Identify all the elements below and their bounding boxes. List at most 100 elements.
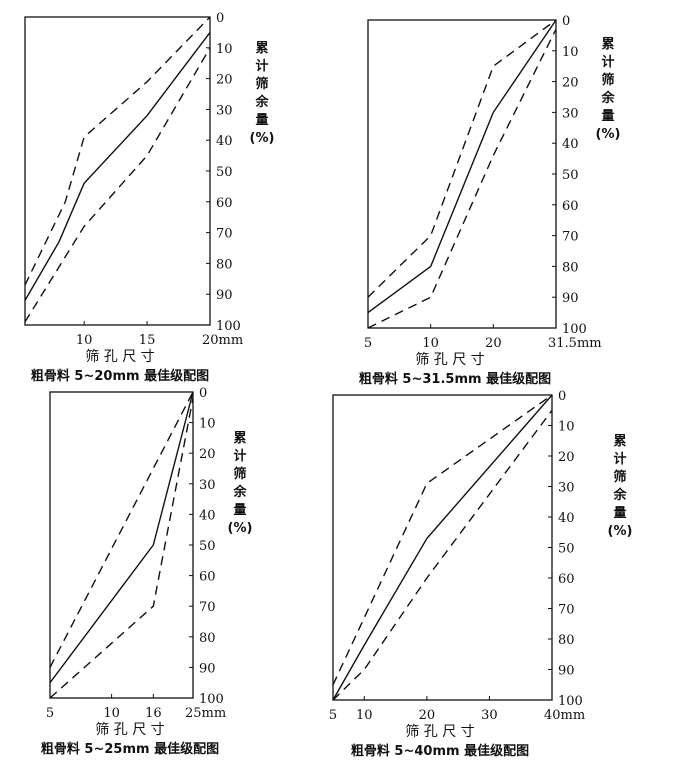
x-tick-label: 20 (485, 336, 502, 351)
y-axis-label-char: 余 (254, 94, 269, 110)
y-axis-label-char: 量 (233, 503, 246, 518)
y-tick-label: 0 (216, 11, 224, 26)
x-axis-label: 筛 孔 尺 寸 (415, 352, 484, 368)
y-axis-label-char: 计 (601, 54, 614, 70)
y-tick-label: 10 (199, 417, 216, 432)
y-axis-label-char: 计 (233, 448, 246, 464)
series-lower-limit (332, 409, 553, 701)
y-axis-label-char: (%) (608, 524, 633, 539)
y-tick-label: 0 (199, 386, 207, 401)
series-lower-limit (24, 47, 211, 323)
series-upper-limit (24, 16, 211, 286)
x-tick-label: 30 (481, 708, 498, 723)
y-tick-label: 40 (216, 134, 233, 149)
x-tick-label: 15 (139, 333, 156, 348)
y-axis-label-char: 筛 (233, 466, 246, 482)
y-tick-label: 30 (558, 481, 575, 496)
y-tick-label: 70 (562, 230, 579, 245)
y-tick-label: 90 (558, 664, 575, 679)
y-tick-label: 80 (558, 633, 575, 648)
y-axis-label-char: 量 (601, 109, 614, 124)
y-tick-label: 70 (558, 603, 575, 618)
series-optimal (367, 19, 557, 314)
y-tick-label: 10 (558, 420, 575, 435)
plot-frame (49, 391, 194, 699)
x-tick-label: 16 (145, 706, 162, 721)
x-tick-label: 20mm (202, 333, 243, 348)
y-axis-label-char: 累 (233, 430, 246, 446)
x-tick-label: 10 (422, 336, 439, 351)
y-tick-label: 20 (562, 76, 579, 91)
x-tick-label: 5 (364, 336, 372, 351)
y-axis-label-char: 筛 (601, 72, 614, 88)
x-tick-label: 5 (329, 708, 337, 723)
chart-caption: 粗骨料 5~40mm 最佳级配图 (351, 743, 529, 759)
plot-frame (367, 19, 557, 329)
y-tick-label: 0 (558, 389, 566, 404)
chart-caption: 粗骨料 5~31.5mm 最佳级配图 (359, 371, 551, 387)
x-axis-label: 筛 孔 尺 寸 (405, 724, 474, 740)
series-optimal (332, 394, 553, 701)
y-tick-label: 80 (562, 260, 579, 275)
y-axis-label-char: 筛 (613, 469, 626, 485)
series-optimal (24, 31, 211, 301)
y-tick-label: 80 (216, 257, 233, 272)
y-tick-label: 20 (199, 447, 216, 462)
y-axis-label-char: (%) (596, 127, 621, 142)
y-tick-label: 40 (558, 511, 575, 526)
y-tick-label: 60 (199, 570, 216, 585)
chart-caption: 粗骨料 5~20mm 最佳级配图 (31, 368, 209, 384)
y-axis-label-char: 余 (600, 90, 615, 106)
y-tick-label: 50 (199, 539, 216, 554)
chart-caption: 粗骨料 5~25mm 最佳级配图 (41, 741, 219, 757)
y-tick-label: 90 (562, 291, 579, 306)
y-tick-label: 40 (562, 137, 579, 152)
y-axis-label-char: 累 (255, 40, 268, 56)
y-axis-label-char: 累 (613, 433, 626, 449)
y-axis-label-char: 量 (613, 506, 626, 521)
y-axis-label-char: 余 (612, 487, 627, 503)
y-tick-label: 40 (199, 508, 216, 523)
series-lower-limit (49, 397, 194, 699)
y-axis-label-char: 余 (232, 484, 247, 500)
y-tick-label: 100 (558, 694, 583, 709)
y-tick-label: 100 (562, 322, 587, 337)
y-axis-label-char: 筛 (255, 76, 268, 92)
y-tick-label: 10 (562, 45, 579, 60)
series-upper-limit (367, 19, 557, 298)
y-axis-label-char: (%) (250, 131, 275, 146)
y-tick-label: 90 (216, 288, 233, 303)
y-tick-label: 60 (558, 572, 575, 587)
y-tick-label: 50 (216, 165, 233, 180)
y-tick-label: 60 (562, 199, 579, 214)
y-tick-label: 10 (216, 42, 233, 57)
x-tick-label: 25mm (185, 706, 226, 721)
x-axis-label: 筛 孔 尺 寸 (95, 722, 164, 738)
y-tick-label: 20 (558, 450, 575, 465)
y-tick-label: 100 (199, 692, 224, 707)
x-tick-label: 5 (46, 706, 54, 721)
x-axis-label: 筛 孔 尺 寸 (85, 349, 154, 365)
y-axis-label-char: 累 (601, 36, 614, 52)
y-tick-label: 60 (216, 196, 233, 211)
y-tick-label: 30 (199, 478, 216, 493)
x-tick-label: 10 (103, 706, 120, 721)
y-axis-label-char: 计 (255, 58, 268, 74)
y-tick-label: 20 (216, 73, 233, 88)
y-tick-label: 80 (199, 631, 216, 646)
y-axis-label-char: 计 (613, 451, 626, 467)
y-tick-label: 70 (199, 600, 216, 615)
y-tick-label: 30 (562, 106, 579, 121)
x-tick-label: 40mm (544, 708, 585, 723)
plot-frame (332, 394, 553, 701)
y-tick-label: 100 (216, 319, 241, 334)
y-tick-label: 50 (558, 542, 575, 557)
y-axis-label-char: 量 (255, 113, 268, 128)
y-tick-label: 0 (562, 14, 570, 29)
x-tick-label: 10 (76, 333, 93, 348)
x-tick-label: 10 (356, 708, 373, 723)
y-tick-label: 90 (199, 661, 216, 676)
